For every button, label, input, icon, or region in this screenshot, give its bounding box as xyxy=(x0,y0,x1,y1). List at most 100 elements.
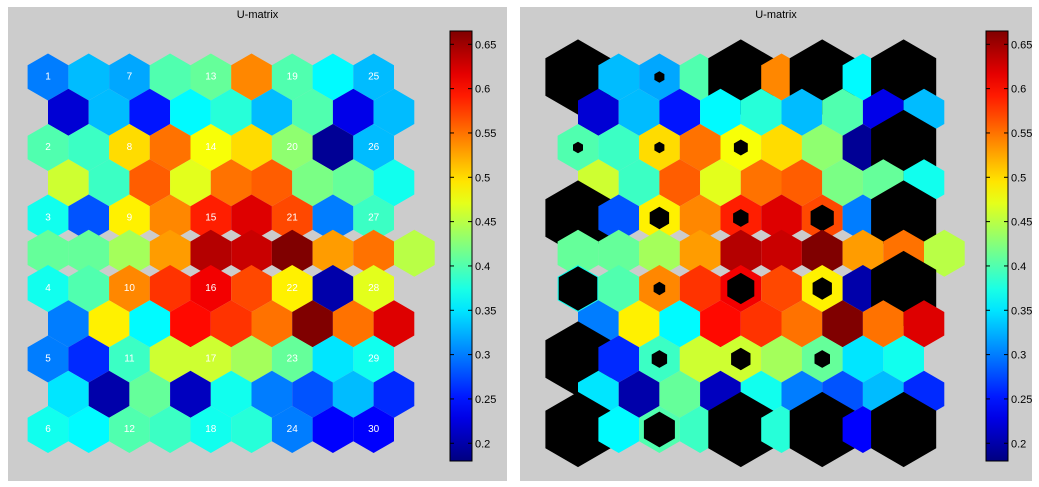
hex-cell xyxy=(190,194,232,242)
hex-cell xyxy=(149,406,191,453)
hex-cell xyxy=(68,335,110,383)
hex-cell xyxy=(353,229,394,277)
hex-cell xyxy=(618,88,660,136)
hex-cell xyxy=(68,124,110,171)
u-matrix-svg: 1 7 13 19 252 8 14 20 263 9 15 21 274 10 16 22 285 11 17 23… xyxy=(27,30,496,462)
hex-cell xyxy=(924,229,965,277)
hit-marker xyxy=(871,391,937,468)
hex-cell xyxy=(373,88,415,136)
hex-cell xyxy=(271,406,313,453)
node-label: 1 xyxy=(45,72,51,83)
node-label: 15 xyxy=(205,213,217,224)
colorbar-tick-label: 0.2 xyxy=(1011,438,1026,450)
hex-cell xyxy=(129,159,171,207)
hit-marker xyxy=(545,391,611,468)
hex-cell xyxy=(679,124,721,171)
hex-cell xyxy=(109,124,150,171)
hex-cell xyxy=(48,370,89,418)
hex-cell xyxy=(170,300,211,348)
hex-cell xyxy=(170,159,211,207)
hex-cell xyxy=(659,159,701,207)
hex-cell xyxy=(353,124,394,171)
plot-area: U-matrix 1 7 13 19 25 2 8 14 20 26 3 9 15 21 27 4 10 16 22… xyxy=(8,7,507,481)
hex-cell xyxy=(312,406,354,453)
hex-cell xyxy=(761,124,802,171)
colorbar-tick-label: 0.6 xyxy=(1011,84,1026,96)
hex-cell xyxy=(170,370,211,418)
node-label: 21 xyxy=(287,213,299,224)
hex-cell xyxy=(190,53,232,101)
hex-cell xyxy=(700,88,741,136)
hit-marker xyxy=(812,277,832,300)
hex-cell xyxy=(231,124,272,171)
hex-cell xyxy=(271,53,313,101)
u-matrix-panel-left: U-matrix 1 7 13 19 25 2 8 14 20 26 3 9 15 21 27 4 10 16 22… xyxy=(0,0,514,487)
hit-marker xyxy=(814,350,830,368)
hit-marker xyxy=(789,391,855,468)
hex-cell xyxy=(190,335,232,383)
hit-marker xyxy=(573,141,583,154)
colorbar-tick-label: 0.5 xyxy=(1011,172,1026,184)
hex-cell xyxy=(598,124,640,171)
hit-marker xyxy=(545,180,611,256)
hex-cell xyxy=(598,406,640,453)
hex-cell xyxy=(68,194,110,242)
node-label: 25 xyxy=(368,72,380,83)
hex-cell xyxy=(231,53,272,101)
hex-cell xyxy=(679,194,721,242)
hex-cell xyxy=(740,300,782,348)
node-label: 28 xyxy=(368,283,380,294)
node-label: 12 xyxy=(124,424,136,435)
hex-cell xyxy=(659,88,701,136)
hex-cell xyxy=(149,265,191,312)
node-label: 9 xyxy=(127,213,133,224)
hex-cell xyxy=(68,265,110,312)
hex-cell xyxy=(190,229,232,277)
hex-cell xyxy=(149,194,191,242)
hex-cell xyxy=(353,265,394,312)
node-label: 18 xyxy=(205,424,217,435)
hex-cell xyxy=(801,124,843,171)
colorbar-tick-label: 0.35 xyxy=(1011,305,1032,317)
node-label: 17 xyxy=(205,354,217,365)
hex-cell xyxy=(48,300,89,348)
hex-cell xyxy=(27,406,69,453)
hit-marker xyxy=(654,71,665,83)
hex-cell xyxy=(373,159,415,207)
hex-cell xyxy=(659,370,701,418)
hex-cell xyxy=(598,229,640,277)
hex-cell xyxy=(129,88,171,136)
colorbar-tick-label: 0.6 xyxy=(475,84,490,96)
hex-cell xyxy=(109,53,150,101)
hex-cell xyxy=(700,159,741,207)
node-label: 30 xyxy=(368,424,380,435)
hit-marker xyxy=(653,281,666,296)
hex-cell xyxy=(332,300,374,348)
hex-cell xyxy=(740,159,782,207)
hex-cell xyxy=(68,53,110,101)
hex-cell xyxy=(312,53,354,101)
hex-cell xyxy=(68,406,110,453)
hex-cell xyxy=(353,53,394,101)
node-label: 11 xyxy=(124,354,135,365)
hex-cell xyxy=(149,229,191,277)
hex-cell xyxy=(190,124,232,171)
hex-cell xyxy=(292,300,333,348)
hex-cell xyxy=(48,159,89,207)
hex-cell xyxy=(332,370,374,418)
hex-cell xyxy=(312,335,354,383)
hex-cell xyxy=(149,53,191,101)
u-matrix-hits-svg: 0.2 0.25 0.3 0.35 0.4 0.45 0.5 0.55 0.6 0.65 xyxy=(545,30,1032,468)
hit-marker xyxy=(558,266,598,311)
hex-cell xyxy=(781,88,823,136)
hex-cell xyxy=(394,229,435,277)
u-matrix-panel-right: U-matrix 0.2 0.25 0.3 0.35 0.4 0.45 0.5 0.55 0.6… xyxy=(514,0,1039,487)
hex-cell xyxy=(903,300,945,348)
hit-marker xyxy=(871,180,937,256)
hex-cell xyxy=(251,300,293,348)
hit-marker xyxy=(649,206,670,230)
hex-cell xyxy=(190,265,232,312)
hex-cell xyxy=(88,300,130,348)
colorbar-tick-label: 0.65 xyxy=(1011,39,1032,51)
hex-cell xyxy=(781,159,823,207)
